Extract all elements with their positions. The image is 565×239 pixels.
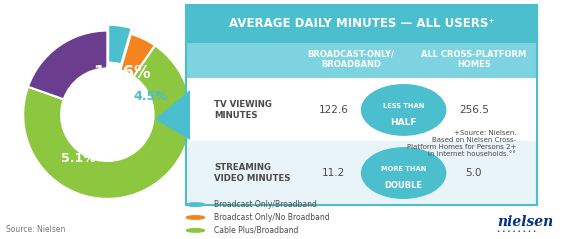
Text: Broadcast Only/No Broadband: Broadcast Only/No Broadband bbox=[214, 213, 329, 222]
Text: 5.1%: 5.1% bbox=[60, 152, 95, 165]
Wedge shape bbox=[108, 25, 132, 65]
Text: +Source: Nielsen.
Based on Nielsen Cross-
Platform Homes for Persons 2+
In Inter: +Source: Nielsen. Based on Nielsen Cross… bbox=[407, 130, 516, 157]
Circle shape bbox=[186, 229, 205, 232]
FancyBboxPatch shape bbox=[186, 78, 537, 141]
Text: Broadcast Only/Broadband: Broadcast Only/Broadband bbox=[214, 200, 316, 209]
Text: nielsen: nielsen bbox=[497, 215, 554, 229]
Text: STREAMING
VIDEO MINUTES: STREAMING VIDEO MINUTES bbox=[215, 163, 291, 183]
Circle shape bbox=[186, 216, 205, 219]
Text: MORE THAN: MORE THAN bbox=[381, 166, 427, 172]
Wedge shape bbox=[120, 34, 155, 77]
Text: 256.5: 256.5 bbox=[459, 105, 489, 115]
Text: 5.0: 5.0 bbox=[466, 168, 482, 178]
Text: Cable Plus/Broadband: Cable Plus/Broadband bbox=[214, 226, 298, 235]
Text: 122.6: 122.6 bbox=[319, 105, 349, 115]
Wedge shape bbox=[28, 31, 107, 99]
Text: DOUBLE: DOUBLE bbox=[385, 181, 423, 190]
Circle shape bbox=[362, 148, 446, 198]
FancyBboxPatch shape bbox=[186, 5, 537, 43]
Text: 19.6%: 19.6% bbox=[94, 64, 151, 82]
Text: 4.5%: 4.5% bbox=[134, 90, 168, 103]
Circle shape bbox=[362, 85, 446, 135]
Wedge shape bbox=[23, 45, 192, 199]
FancyBboxPatch shape bbox=[186, 43, 537, 78]
Circle shape bbox=[186, 203, 205, 206]
Text: BROADCAST-ONLY/
BROADBAND: BROADCAST-ONLY/ BROADBAND bbox=[307, 50, 394, 69]
Text: 70.8%: 70.8% bbox=[61, 117, 133, 137]
Text: • • • • • • • •: • • • • • • • • bbox=[497, 229, 536, 234]
Text: LESS THAN: LESS THAN bbox=[383, 103, 424, 109]
Polygon shape bbox=[155, 90, 190, 140]
Text: Source: Nielsen: Source: Nielsen bbox=[6, 225, 65, 234]
Text: ALL CROSS-PLATFORM
HOMES: ALL CROSS-PLATFORM HOMES bbox=[421, 50, 527, 69]
FancyBboxPatch shape bbox=[186, 141, 537, 205]
Text: AVERAGE DAILY MINUTES — ALL USERS⁺: AVERAGE DAILY MINUTES — ALL USERS⁺ bbox=[229, 17, 494, 30]
Text: TV VIEWING
MINUTES: TV VIEWING MINUTES bbox=[215, 100, 272, 120]
Text: HALF: HALF bbox=[390, 118, 417, 127]
Text: 11.2: 11.2 bbox=[322, 168, 345, 178]
